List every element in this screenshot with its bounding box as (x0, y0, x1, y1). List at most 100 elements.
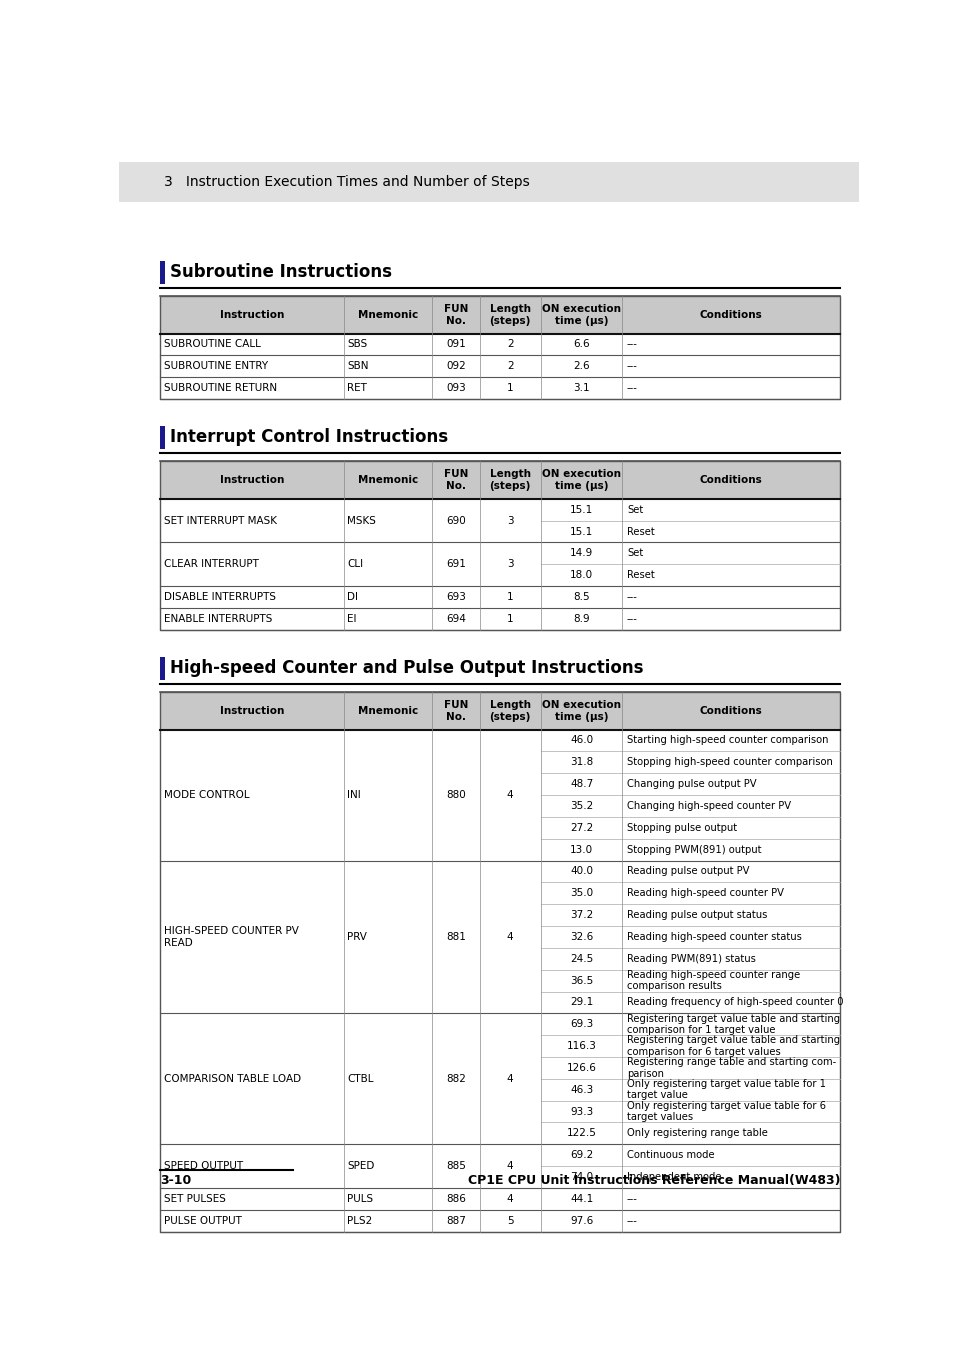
Text: HIGH-SPEED COUNTER PV
READ: HIGH-SPEED COUNTER PV READ (164, 926, 299, 948)
Text: 40.0: 40.0 (570, 867, 593, 876)
Text: Starting high-speed counter comparison: Starting high-speed counter comparison (626, 736, 827, 745)
Text: 4: 4 (506, 1073, 513, 1084)
Text: 4: 4 (506, 931, 513, 942)
Text: FUN
No.: FUN No. (443, 701, 468, 722)
Text: Stopping PWM(891) output: Stopping PWM(891) output (626, 845, 760, 855)
Text: ---: --- (626, 614, 638, 624)
Text: Mnemonic: Mnemonic (357, 475, 417, 485)
Text: 15.1: 15.1 (569, 505, 593, 514)
Text: FUN
No.: FUN No. (443, 470, 468, 491)
Text: 885: 885 (445, 1161, 465, 1172)
Text: Instruction: Instruction (219, 706, 284, 716)
Text: 126.6: 126.6 (566, 1062, 596, 1073)
Text: Conditions: Conditions (700, 706, 761, 716)
Text: Set: Set (626, 505, 642, 514)
Text: DI: DI (347, 593, 358, 602)
Text: MSKS: MSKS (347, 516, 375, 525)
Text: SUBROUTINE RETURN: SUBROUTINE RETURN (164, 383, 277, 393)
Text: 4: 4 (506, 1193, 513, 1204)
Text: 3.1: 3.1 (573, 383, 589, 393)
Text: Reading high-speed counter PV: Reading high-speed counter PV (626, 888, 783, 898)
Text: ---: --- (626, 383, 638, 393)
Text: Reading pulse output status: Reading pulse output status (626, 910, 766, 921)
Text: SET PULSES: SET PULSES (164, 1193, 226, 1204)
Text: 4: 4 (506, 1161, 513, 1172)
FancyBboxPatch shape (160, 462, 840, 498)
Text: 2: 2 (506, 362, 513, 371)
FancyBboxPatch shape (119, 162, 858, 201)
Text: Mnemonic: Mnemonic (357, 706, 417, 716)
Text: Registering range table and starting com-
parison: Registering range table and starting com… (626, 1057, 835, 1079)
Text: Mnemonic: Mnemonic (357, 309, 417, 320)
Text: 35.0: 35.0 (570, 888, 593, 898)
Text: 35.2: 35.2 (569, 801, 593, 811)
Text: Length
(steps): Length (steps) (489, 304, 531, 325)
Text: 18.0: 18.0 (570, 570, 593, 580)
Text: 46.3: 46.3 (569, 1085, 593, 1095)
FancyBboxPatch shape (160, 261, 165, 284)
Text: Reading high-speed counter status: Reading high-speed counter status (626, 931, 801, 942)
Text: 693: 693 (445, 593, 465, 602)
Text: 691: 691 (445, 559, 465, 570)
Text: 27.2: 27.2 (569, 822, 593, 833)
Text: SBN: SBN (347, 362, 369, 371)
Text: Reading pulse output PV: Reading pulse output PV (626, 867, 749, 876)
Text: 13.0: 13.0 (570, 845, 593, 855)
Text: 6.6: 6.6 (573, 339, 589, 350)
Text: Stopping high-speed counter comparison: Stopping high-speed counter comparison (626, 757, 832, 767)
Text: INI: INI (347, 790, 360, 801)
Text: Interrupt Control Instructions: Interrupt Control Instructions (170, 428, 447, 447)
Text: SUBROUTINE ENTRY: SUBROUTINE ENTRY (164, 362, 268, 371)
Text: Only registering target value table for 1
target value: Only registering target value table for … (626, 1079, 825, 1100)
Text: Set: Set (626, 548, 642, 559)
Text: 32.6: 32.6 (569, 931, 593, 942)
Text: 886: 886 (445, 1193, 465, 1204)
Text: Stopping pulse output: Stopping pulse output (626, 822, 737, 833)
Text: SBS: SBS (347, 339, 367, 350)
Text: 3: 3 (506, 559, 513, 570)
Text: CP1E CPU Unit Instructions Reference Manual(W483): CP1E CPU Unit Instructions Reference Man… (467, 1174, 840, 1187)
Text: 882: 882 (445, 1073, 465, 1084)
Text: COMPARISON TABLE LOAD: COMPARISON TABLE LOAD (164, 1073, 301, 1084)
Text: ENABLE INTERRUPTS: ENABLE INTERRUPTS (164, 614, 273, 624)
Text: 881: 881 (445, 931, 465, 942)
Text: 1: 1 (506, 593, 513, 602)
Text: DISABLE INTERRUPTS: DISABLE INTERRUPTS (164, 593, 276, 602)
Text: ---: --- (626, 1216, 638, 1226)
Text: Subroutine Instructions: Subroutine Instructions (170, 263, 391, 281)
Text: CTBL: CTBL (347, 1073, 374, 1084)
Text: RET: RET (347, 383, 367, 393)
Text: SUBROUTINE CALL: SUBROUTINE CALL (164, 339, 261, 350)
Text: 2: 2 (506, 339, 513, 350)
Text: Length
(steps): Length (steps) (489, 470, 531, 491)
Text: Only registering target value table for 6
target values: Only registering target value table for … (626, 1102, 825, 1122)
Text: 24.5: 24.5 (569, 954, 593, 964)
Text: PLS2: PLS2 (347, 1216, 372, 1226)
Text: Reading PWM(891) status: Reading PWM(891) status (626, 954, 755, 964)
Text: 29.1: 29.1 (569, 998, 593, 1007)
Text: SPEED OUTPUT: SPEED OUTPUT (164, 1161, 243, 1172)
Text: ON execution
time (μs): ON execution time (μs) (541, 470, 620, 491)
Text: Continuous mode: Continuous mode (626, 1150, 714, 1160)
Text: SET INTERRUPT MASK: SET INTERRUPT MASK (164, 516, 277, 525)
Text: 97.6: 97.6 (569, 1216, 593, 1226)
Text: EI: EI (347, 614, 356, 624)
Text: CLEAR INTERRUPT: CLEAR INTERRUPT (164, 559, 259, 570)
Text: 1: 1 (506, 383, 513, 393)
Text: Conditions: Conditions (700, 309, 761, 320)
Text: Reset: Reset (626, 570, 654, 580)
Text: Only registering range table: Only registering range table (626, 1129, 767, 1138)
Text: 5: 5 (506, 1216, 513, 1226)
Text: Changing high-speed counter PV: Changing high-speed counter PV (626, 801, 790, 811)
Text: 3: 3 (506, 516, 513, 525)
Text: PRV: PRV (347, 931, 367, 942)
Text: Length
(steps): Length (steps) (489, 701, 531, 722)
Text: 880: 880 (445, 790, 465, 801)
Text: 690: 690 (445, 516, 465, 525)
Text: 2.6: 2.6 (573, 362, 589, 371)
Text: MODE CONTROL: MODE CONTROL (164, 790, 250, 801)
FancyBboxPatch shape (160, 427, 165, 450)
Text: SPED: SPED (347, 1161, 375, 1172)
Text: 74.0: 74.0 (570, 1172, 593, 1183)
Text: 4: 4 (506, 790, 513, 801)
